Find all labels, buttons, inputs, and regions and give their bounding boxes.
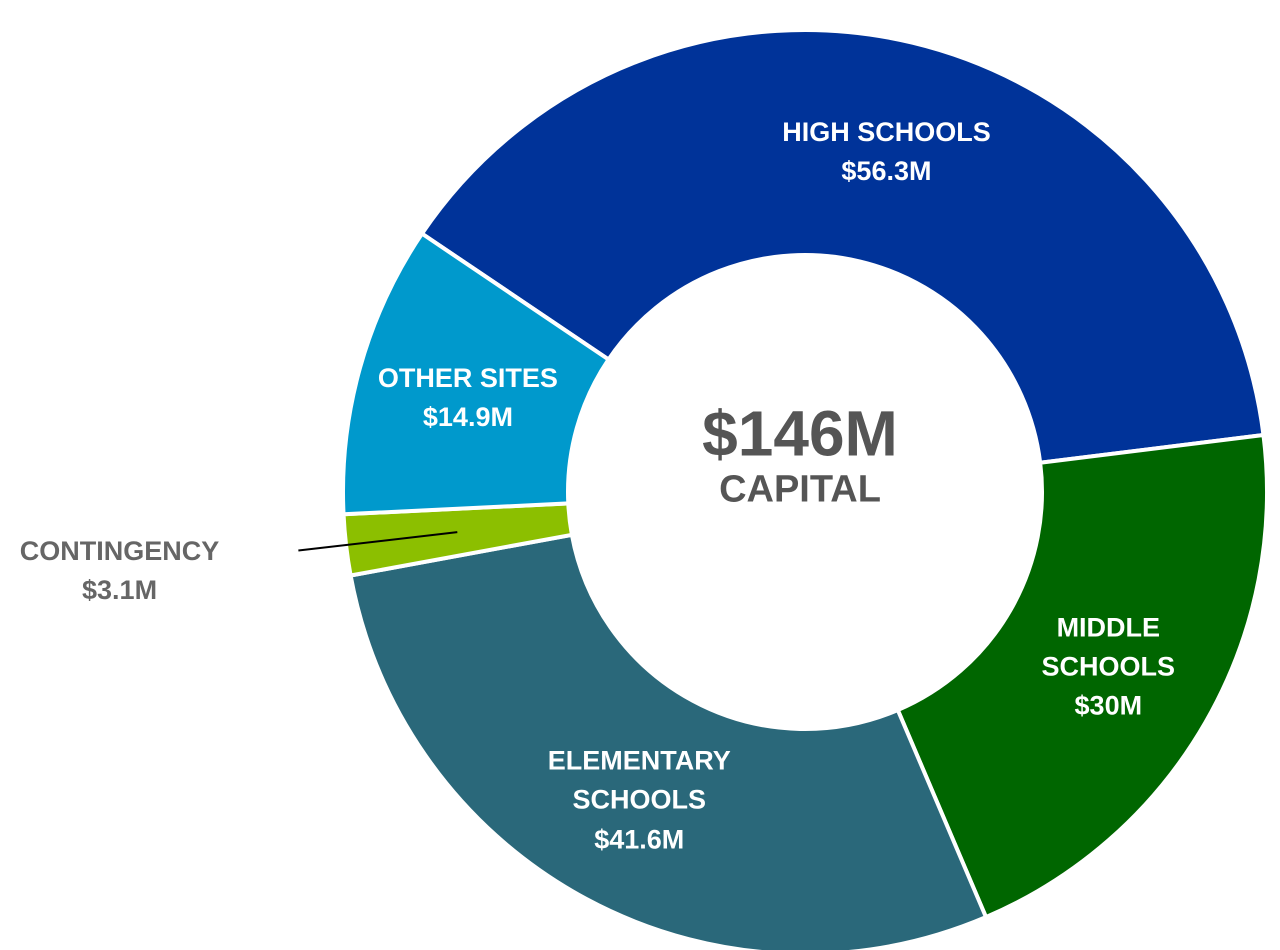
leader-line bbox=[298, 531, 458, 552]
slice-label: HIGH SCHOOLS $56.3M bbox=[782, 112, 991, 190]
value-label: $56.3M bbox=[841, 155, 932, 186]
value-label: $14.9M bbox=[422, 401, 513, 432]
slice-label: OTHER SITES $14.9M bbox=[378, 359, 558, 437]
total-label: $146M bbox=[702, 397, 898, 470]
donut-slice bbox=[341, 230, 612, 517]
total-caption: CAPITAL bbox=[719, 468, 881, 511]
donut-slice bbox=[895, 432, 1269, 920]
category-label: HIGH SCHOOLS bbox=[782, 116, 991, 147]
category-label: ELEMENTARY SCHOOLS bbox=[547, 745, 731, 815]
value-label: $41.6M bbox=[594, 823, 685, 854]
category-label: CONTINGENCY bbox=[19, 536, 220, 567]
category-label: MIDDLE SCHOOLS bbox=[1041, 611, 1176, 682]
slice-label: MIDDLE SCHOOLS $30M bbox=[991, 608, 1226, 725]
slice-label: CONTINGENCY $3.1M bbox=[20, 532, 220, 610]
value-label: $30M bbox=[1074, 690, 1143, 721]
donut-slice bbox=[419, 28, 1266, 466]
donut-hole bbox=[570, 257, 1040, 727]
category-label: OTHER SITES bbox=[377, 362, 558, 393]
value-label: $3.1M bbox=[82, 575, 158, 606]
slice-label: ELEMENTARY SCHOOLS $41.6M bbox=[522, 742, 757, 859]
center-label: $146M CAPITAL bbox=[702, 398, 898, 511]
donut-slice bbox=[348, 532, 989, 950]
